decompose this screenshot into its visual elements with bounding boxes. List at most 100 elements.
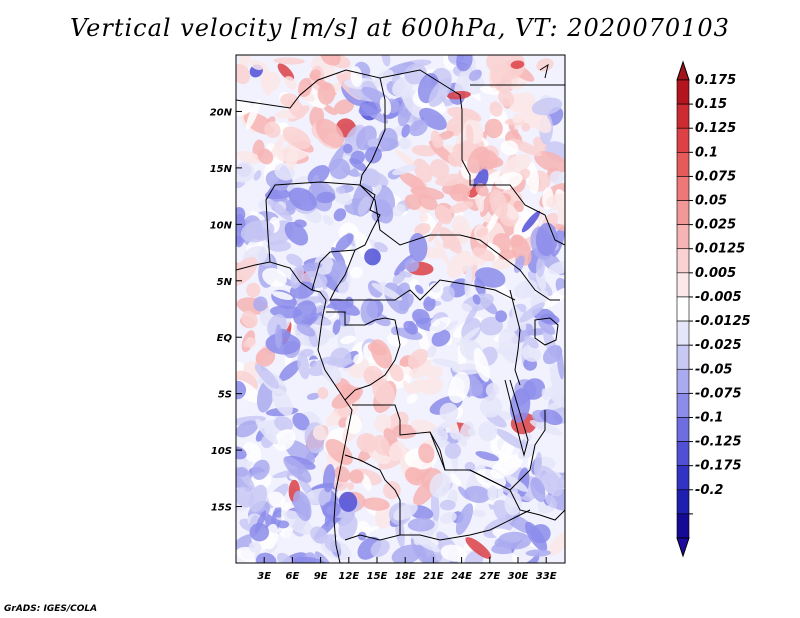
field-blob <box>250 59 264 71</box>
field-blob <box>338 491 358 512</box>
field-blob <box>288 187 317 211</box>
field-blob <box>423 296 436 312</box>
colorbar: 0.175 0.15 0.125 0.1 0.075 0.05 0.025 0.0125 0.0… <box>676 60 751 558</box>
colorbar-segment <box>676 152 690 177</box>
field-blob <box>522 378 546 400</box>
x-tick-label: 30E <box>508 571 529 582</box>
field-blob <box>509 138 542 157</box>
field-blob <box>525 161 540 194</box>
field-blob <box>284 76 297 90</box>
map-frame <box>235 54 566 564</box>
field-blob <box>268 491 286 508</box>
field-blob <box>236 100 252 116</box>
field-blob <box>284 221 309 246</box>
y-tick-label: 10S <box>211 446 232 457</box>
field-blob <box>549 170 564 185</box>
field-blob <box>361 473 372 491</box>
field-blob <box>357 531 367 541</box>
field-blob <box>403 320 418 335</box>
field-blob <box>285 148 298 170</box>
field-blob <box>322 215 334 226</box>
field-blob <box>374 69 394 88</box>
field-blob <box>314 254 334 275</box>
field-blob <box>255 347 276 367</box>
field-blob <box>521 122 531 132</box>
field-blob <box>381 55 391 67</box>
field-blob <box>547 531 565 556</box>
field-blob <box>433 235 450 267</box>
colorbar-segment <box>676 79 690 105</box>
field-blob <box>518 443 537 460</box>
x-tick-label: 6E <box>286 571 300 582</box>
field-blob <box>461 303 473 313</box>
field-blob <box>464 550 484 563</box>
field-blob <box>392 164 417 176</box>
field-blob <box>414 284 424 295</box>
field-blob <box>465 124 474 144</box>
field-blob <box>478 421 498 442</box>
field-blob <box>479 395 503 418</box>
field-blob <box>357 196 371 216</box>
field-blob <box>406 393 418 404</box>
field-blob <box>534 151 565 173</box>
field-blob <box>240 220 275 243</box>
colorbar-label: -0.075 <box>695 386 742 401</box>
field-blob <box>438 226 463 254</box>
field-blob <box>326 358 354 366</box>
border-south <box>400 509 531 541</box>
field-blob <box>545 494 558 509</box>
field-blob <box>487 485 498 501</box>
lake-tanganyika <box>504 379 529 457</box>
field-blob <box>236 150 262 164</box>
field-blob <box>524 335 539 349</box>
field-blob <box>298 77 313 98</box>
field-blob <box>388 441 406 461</box>
field-blob <box>241 310 258 328</box>
field-blob <box>463 108 482 122</box>
field-blob <box>408 532 440 553</box>
field-blob <box>364 248 381 266</box>
field-blob <box>404 258 420 273</box>
field-blob <box>236 420 259 438</box>
field-blob <box>440 511 457 524</box>
field-blob <box>504 491 522 516</box>
field-blob <box>497 531 532 550</box>
field-blob <box>507 319 519 333</box>
colorbar-segment <box>676 344 690 370</box>
field-blob <box>395 327 423 340</box>
border-congo <box>326 311 401 401</box>
field-blob <box>521 345 542 362</box>
field-blob <box>548 261 565 275</box>
field-blob <box>489 101 503 117</box>
x-tick-label: 24E <box>451 571 472 582</box>
field-blob <box>243 338 256 348</box>
field-blob <box>317 387 329 400</box>
field-blob <box>268 199 293 222</box>
field-blob <box>360 298 378 326</box>
colorbar-label: 0.0125 <box>695 242 745 257</box>
field-blob <box>494 428 526 450</box>
field-blob <box>312 424 329 441</box>
lake-victoria <box>534 317 559 346</box>
field-blob <box>236 380 247 400</box>
field-blob <box>236 213 247 248</box>
field-blob <box>428 218 444 243</box>
colorbar-label: -0.2 <box>695 483 723 498</box>
colorbar-segment <box>676 489 690 515</box>
field-blob <box>456 55 473 72</box>
field-blob <box>425 365 444 380</box>
field-blob <box>292 412 310 431</box>
field-blob <box>284 439 315 466</box>
field-blob <box>407 348 428 369</box>
x-tick-label: 33E <box>536 571 557 582</box>
field-blob <box>370 539 390 557</box>
field-blob <box>337 406 353 418</box>
field-blob <box>306 392 320 400</box>
field-blob <box>428 77 452 108</box>
field-blob <box>253 170 262 181</box>
field-blob <box>458 251 474 268</box>
field-blob <box>374 413 392 433</box>
field-blob <box>449 183 470 202</box>
field-blob <box>552 375 562 409</box>
field-blob <box>417 193 438 211</box>
